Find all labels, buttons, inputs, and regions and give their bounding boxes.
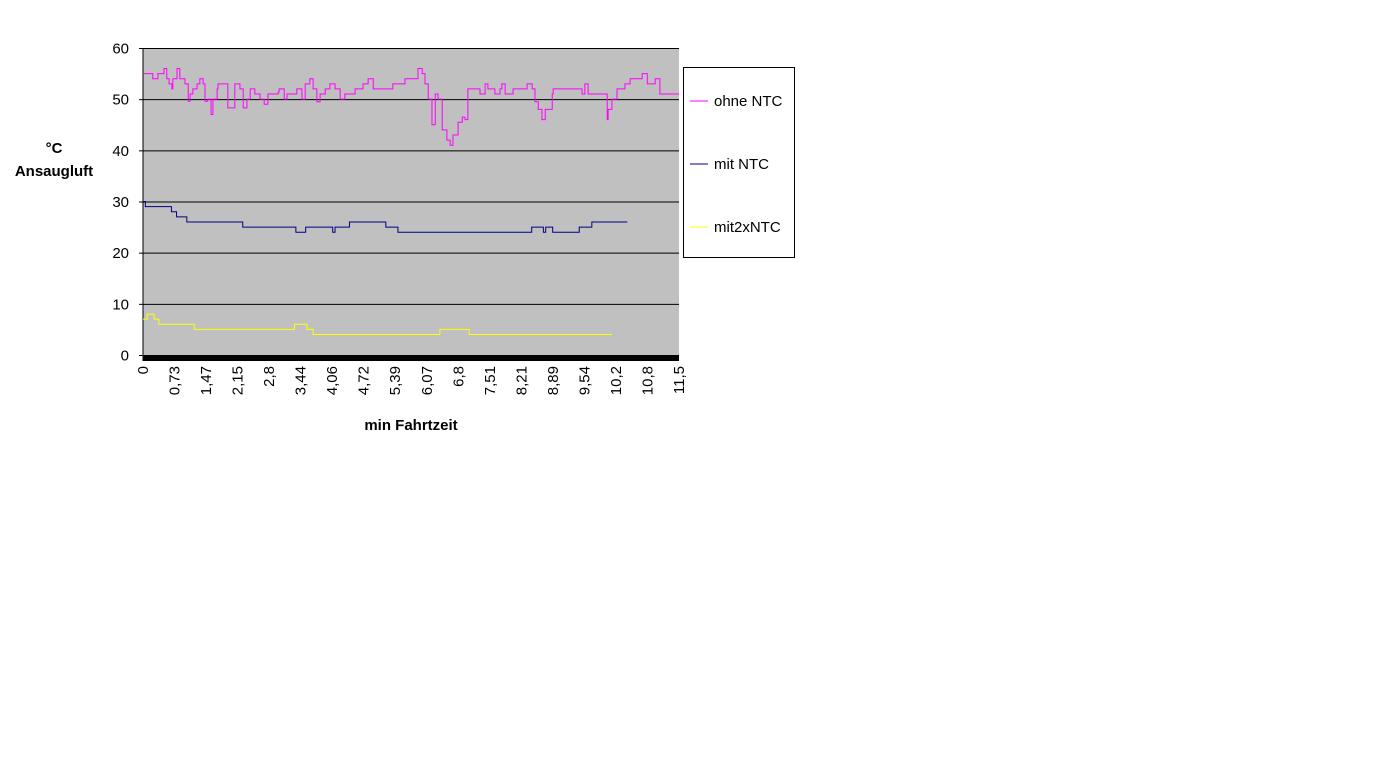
y-tick-label: 60 xyxy=(112,41,129,58)
x-tick-label: 3,44 xyxy=(293,366,310,395)
x-tick-label: 5,39 xyxy=(387,366,404,395)
x-tick-label: 2,8 xyxy=(261,366,278,387)
y-tick-label: 30 xyxy=(112,194,129,211)
x-tick-label: 4,06 xyxy=(324,366,341,395)
y-axis-label: Ansaugluft xyxy=(15,163,93,180)
legend-label: mit NTC xyxy=(714,156,769,173)
x-tick-label: 2,15 xyxy=(230,366,247,395)
x-tick-label: 10,8 xyxy=(639,366,656,395)
series-line-2 xyxy=(143,201,628,233)
y-tick-label: 50 xyxy=(112,92,129,109)
x-tick-label: 4,72 xyxy=(356,366,373,395)
series-line-3 xyxy=(143,313,612,336)
x-tick-label: 11,5 xyxy=(671,366,688,394)
x-tick-label: 1,47 xyxy=(198,366,215,395)
x-tick-label: 8,89 xyxy=(545,366,562,395)
y-tick-label: 10 xyxy=(112,296,129,313)
x-tick-label: 0 xyxy=(135,366,152,374)
y-axis-label-unit: °C xyxy=(46,140,63,157)
x-tick-label: 8,21 xyxy=(513,366,530,395)
x-tick-label: 6,8 xyxy=(450,366,467,387)
y-tick-label: 20 xyxy=(112,245,129,262)
x-axis-label: min Fahrtzeit xyxy=(364,417,457,434)
y-tick-label: 40 xyxy=(112,143,129,160)
x-tick-label: 10,2 xyxy=(608,366,625,395)
x-tick-label: 7,51 xyxy=(482,366,499,395)
legend-label: mit2xNTC xyxy=(714,219,781,236)
y-tick-label: 0 xyxy=(121,348,129,365)
x-tick-label: 6,07 xyxy=(419,366,436,395)
legend-label: ohne NTC xyxy=(714,93,783,110)
x-tick-label: 9,54 xyxy=(576,366,593,395)
legend: ohne NTC mit NTC mit2xNTC xyxy=(683,67,795,258)
x-tick-label: 0,73 xyxy=(167,366,184,395)
plot-floor xyxy=(143,355,679,361)
series-line-1 xyxy=(143,67,679,146)
